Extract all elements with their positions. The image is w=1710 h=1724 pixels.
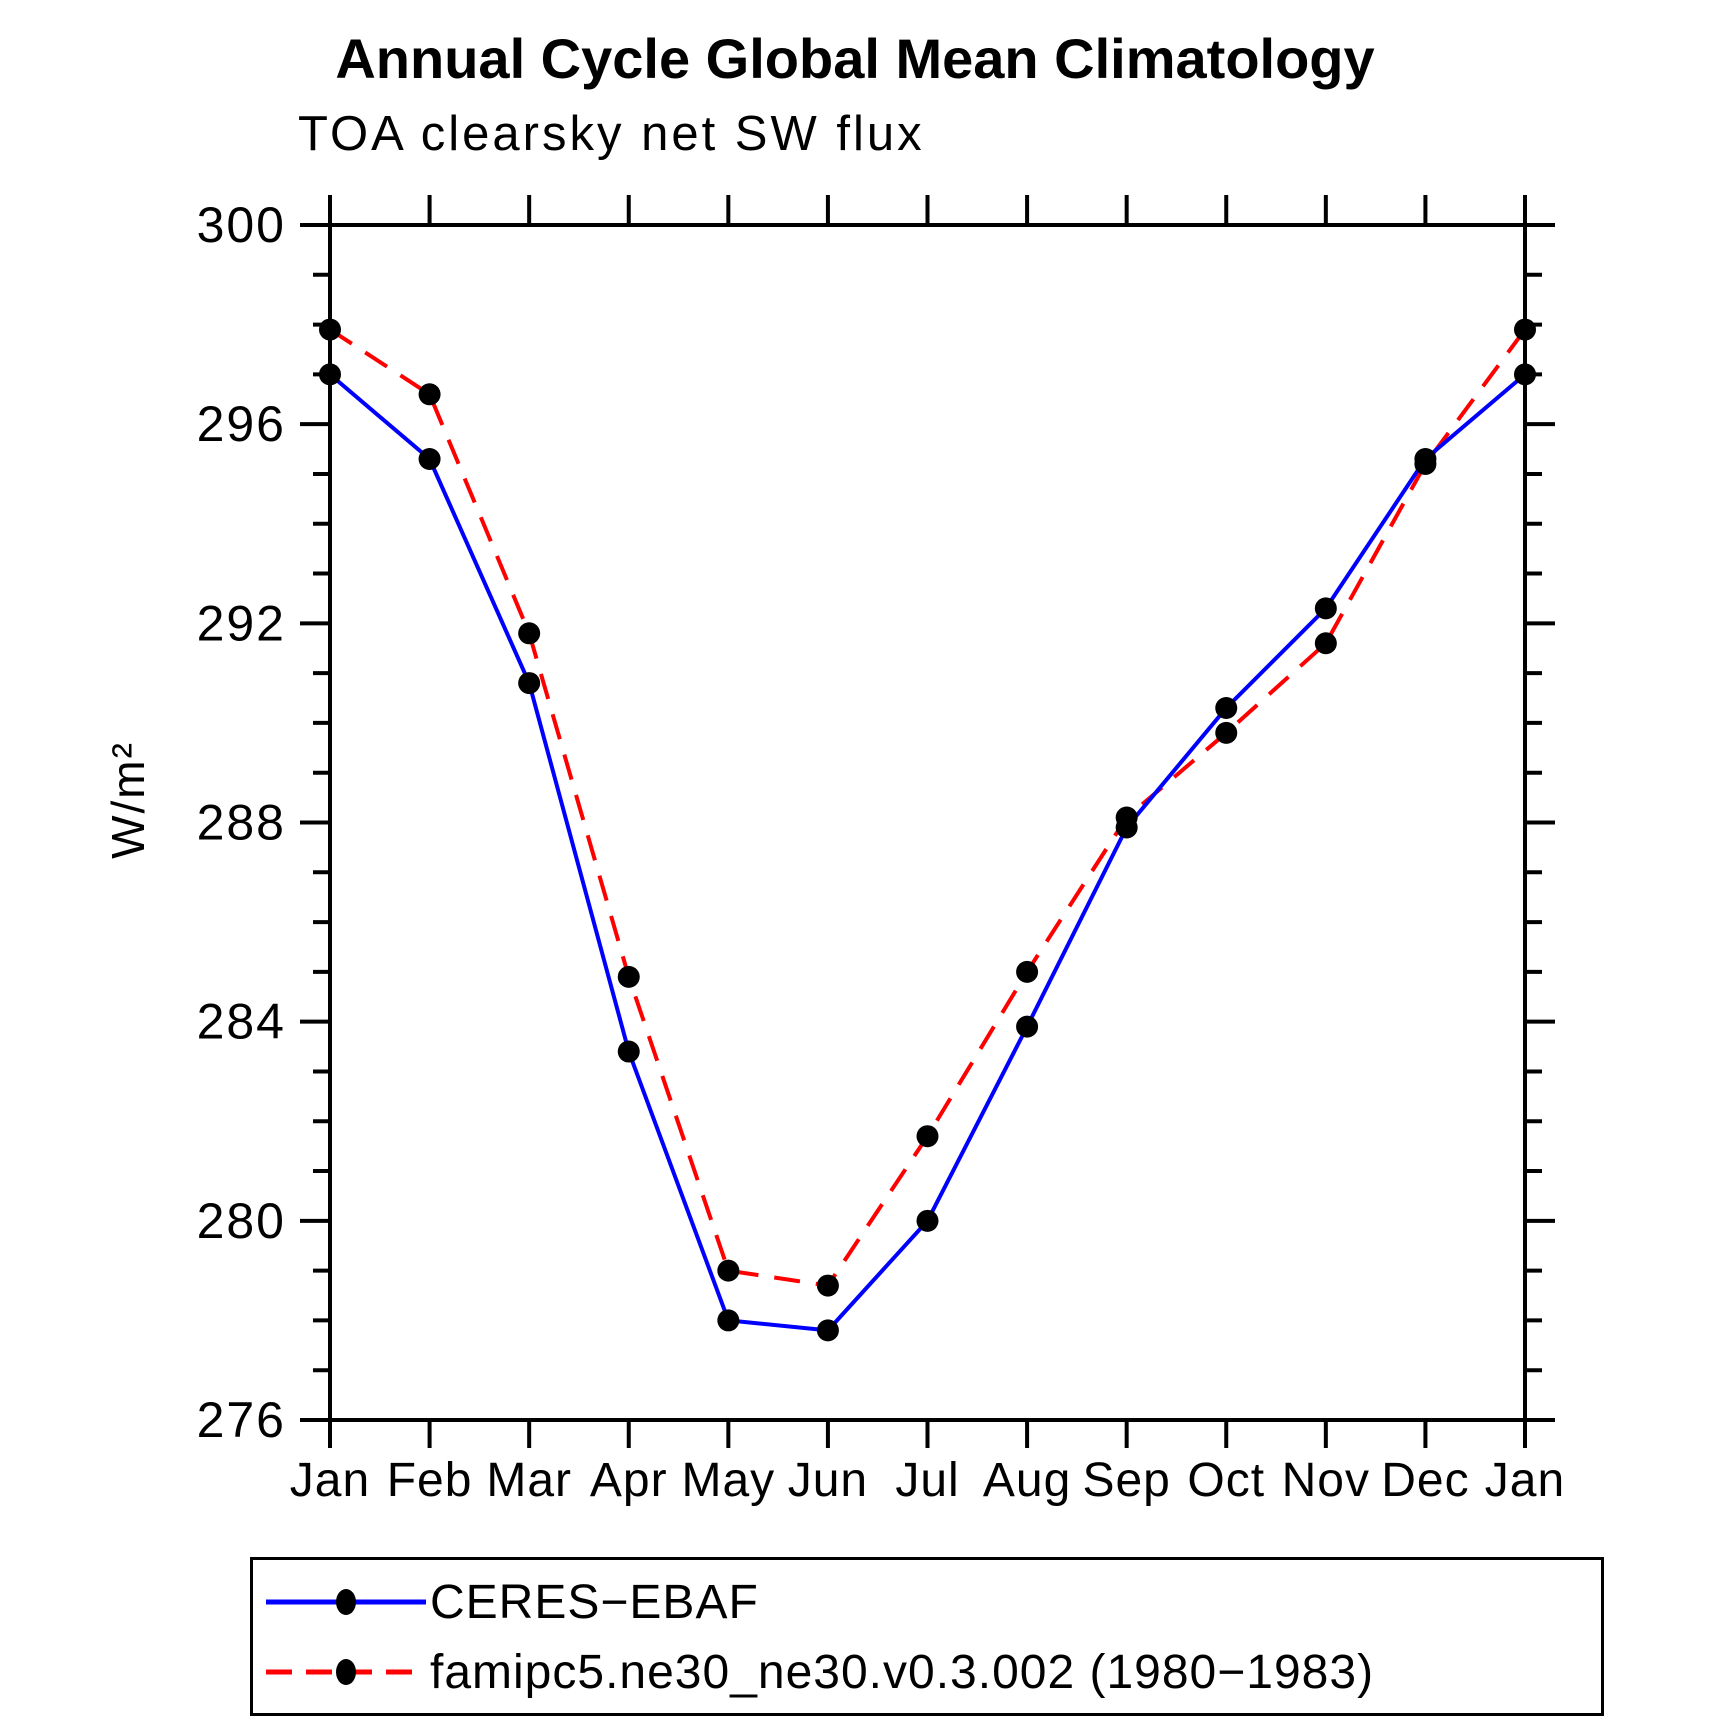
x-tick-label: May [681, 1454, 775, 1507]
x-tick-label: Feb [387, 1454, 473, 1507]
data-point-marker [418, 448, 441, 471]
x-tick-label: Nov [1282, 1454, 1370, 1507]
data-point-marker [717, 1259, 740, 1282]
data-point-marker [418, 383, 441, 406]
legend-entry-ceres-ebaf: CERES−EBAF [258, 1574, 759, 1630]
data-point-marker [717, 1309, 740, 1332]
x-tick-label: Mar [486, 1454, 572, 1507]
y-tick-label: 284 [197, 994, 286, 1050]
legend-box: CERES−EBAF famipc5.ne30_ne30.v0.3.002 (1… [250, 1557, 1604, 1716]
x-tick-label: Jun [788, 1454, 868, 1507]
x-tick-label: Aug [983, 1454, 1071, 1507]
data-point-marker [518, 672, 541, 695]
y-tick-label: 280 [197, 1193, 286, 1249]
legend-swatch-dashed-red-line [266, 1659, 426, 1685]
legend-swatch-solid-blue-line [266, 1589, 426, 1615]
chart-title: Annual Cycle Global Mean Climatology [335, 27, 1375, 90]
data-point-marker [319, 363, 341, 386]
x-tick-label: Sep [1082, 1454, 1170, 1507]
legend-label-ceres-ebaf: CERES−EBAF [430, 1575, 759, 1629]
data-point-marker [617, 965, 640, 988]
data-point-marker [1314, 597, 1337, 620]
black-dot-marker-icon [336, 1589, 356, 1615]
x-tick-label: Dec [1381, 1454, 1469, 1507]
data-point-marker [1314, 632, 1337, 655]
black-dot-marker-icon [336, 1659, 356, 1685]
data-point-marker [816, 1319, 839, 1342]
data-point-marker [1215, 696, 1238, 719]
data-point-marker [518, 622, 541, 645]
data-point-marker [1514, 318, 1536, 341]
data-point-marker [1414, 453, 1437, 475]
data-point-marker [1016, 1015, 1039, 1038]
y-tick-label: 276 [197, 1392, 286, 1448]
data-point-marker [1215, 721, 1238, 744]
y-tick-label: 292 [197, 595, 286, 651]
y-tick-label: 300 [197, 197, 286, 253]
data-point-marker [319, 318, 341, 341]
y-tick-label: 288 [197, 795, 286, 851]
x-tick-label: Oct [1187, 1454, 1265, 1507]
data-point-marker [916, 1209, 939, 1232]
x-tick-label: Apr [590, 1454, 668, 1507]
plot-frame [328, 223, 1527, 1422]
data-point-marker [617, 1040, 640, 1063]
series-line-ceres-ebaf [328, 372, 1527, 1333]
y-tick-label: 296 [197, 396, 286, 452]
data-point-marker [816, 1274, 839, 1297]
chart-subtitle: TOA clearsky net SW flux [298, 107, 925, 161]
legend-label-famipc5: famipc5.ne30_ne30.v0.3.002 (1980−1983) [430, 1645, 1375, 1699]
legend-entry-famipc5: famipc5.ne30_ne30.v0.3.002 (1980−1983) [258, 1644, 1374, 1700]
x-tick-label: Jan [1485, 1454, 1565, 1507]
data-point-marker [1016, 960, 1039, 983]
data-point-marker [1514, 363, 1536, 386]
data-point-marker [1115, 806, 1138, 829]
x-tick-label: Jul [895, 1454, 959, 1507]
x-tick-label: Jan [290, 1454, 370, 1507]
data-point-marker [916, 1125, 939, 1148]
